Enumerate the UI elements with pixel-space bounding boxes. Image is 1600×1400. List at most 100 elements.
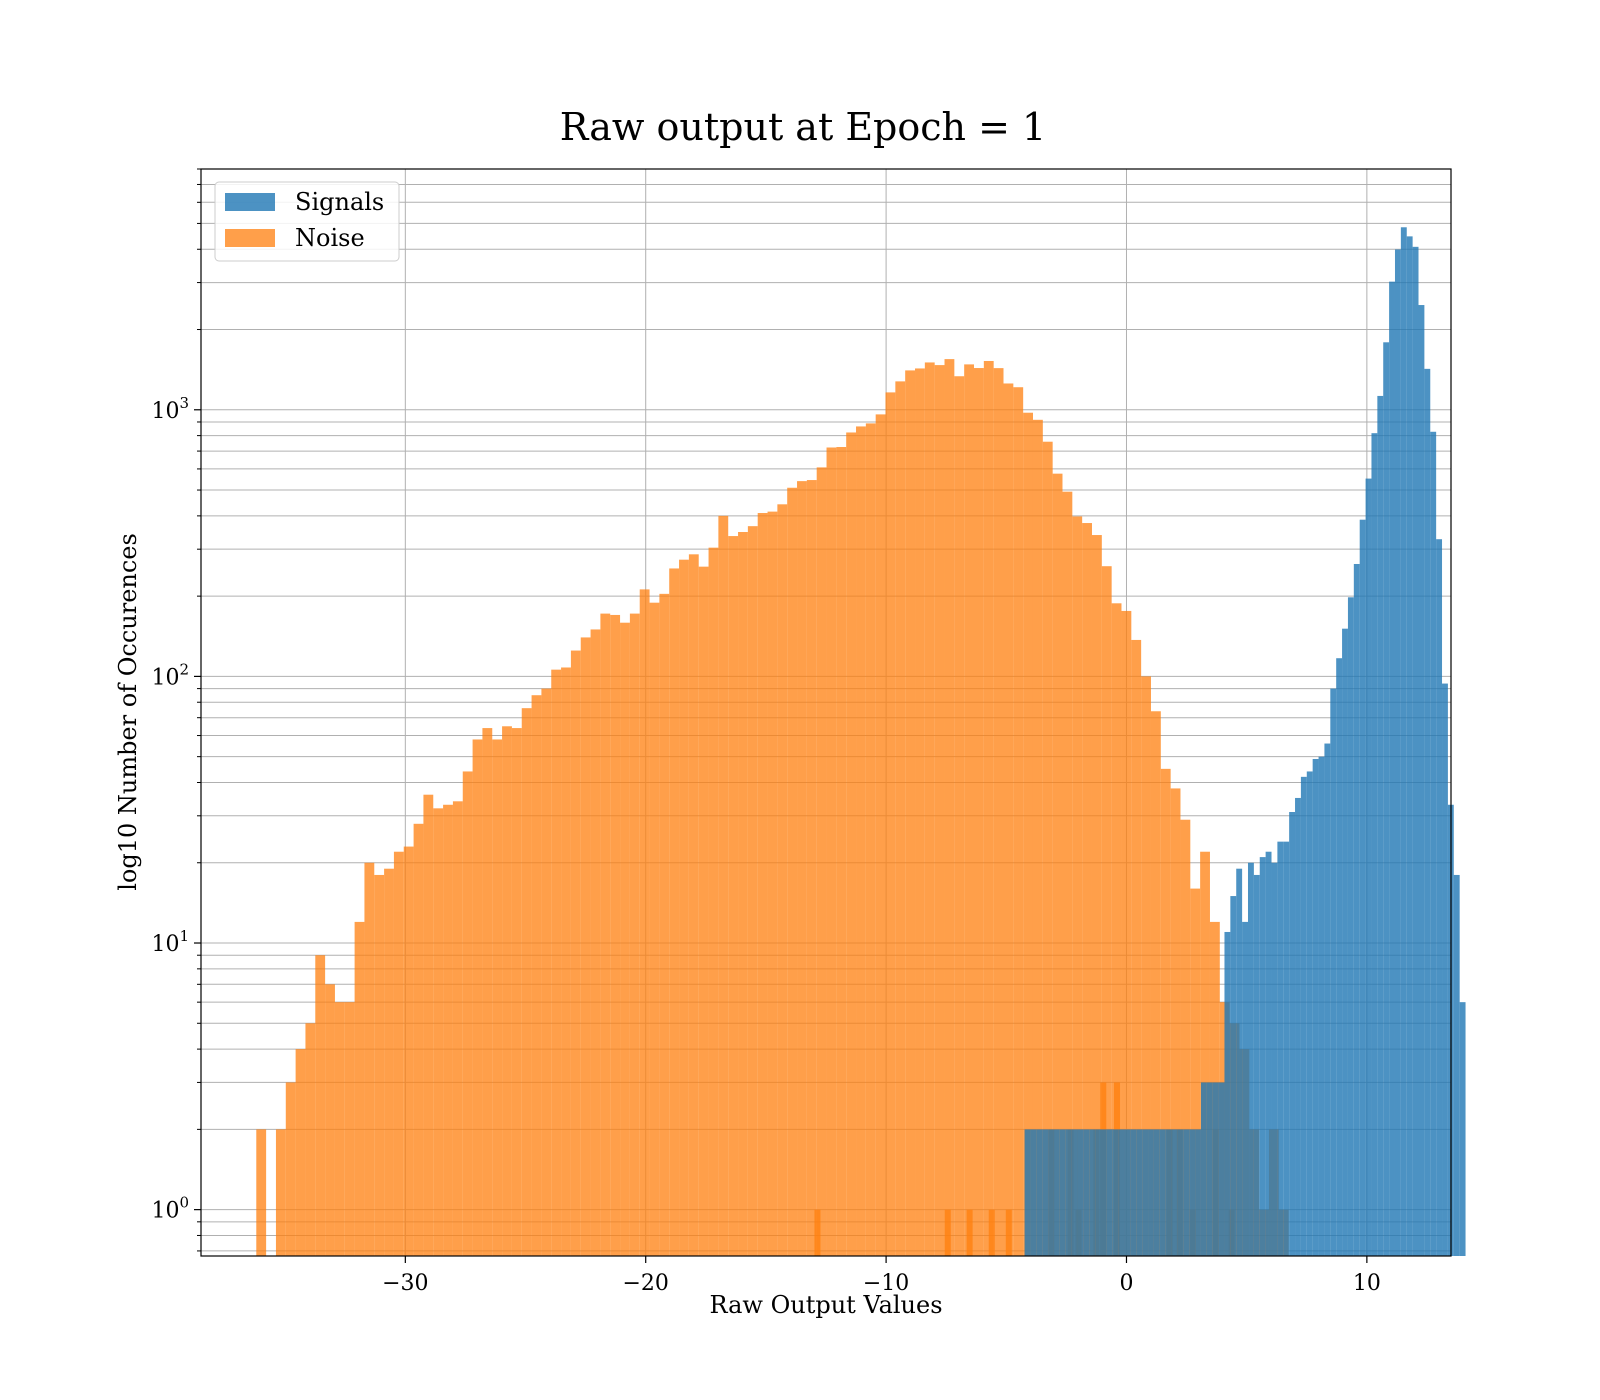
bar-signals (1389, 281, 1395, 1256)
bar-noise (502, 726, 512, 1256)
x-tick-label: −20 (622, 1271, 668, 1296)
bar-signals (1412, 246, 1419, 1257)
bar-signals (1424, 368, 1431, 1257)
x-axis-label: Raw Output Values (709, 1291, 942, 1319)
bar-noise (1190, 888, 1201, 1256)
bar-signals (1442, 683, 1448, 1256)
bar-signals (1318, 756, 1325, 1256)
y-tick-label: 101 (151, 927, 189, 957)
bar-signals (1059, 1129, 1066, 1256)
bar-noise (708, 547, 719, 1256)
bar-signals (1095, 1129, 1101, 1256)
bar-signals (1253, 874, 1260, 1256)
bar-noise (1170, 788, 1181, 1256)
bar-noise (393, 851, 404, 1256)
bar-noise (698, 566, 709, 1256)
bar-signals (1030, 1129, 1037, 1256)
bar-signals (1183, 1129, 1190, 1256)
bar-noise (1180, 819, 1191, 1256)
bar-noise (836, 447, 847, 1256)
bar-signals (1394, 249, 1401, 1256)
bar-signals (1359, 519, 1366, 1256)
bar-noise (590, 629, 601, 1256)
bar-noise (777, 504, 788, 1256)
bar-noise (767, 511, 778, 1256)
bar-noise (275, 1129, 286, 1256)
bar-signals (1242, 921, 1248, 1256)
bar-signals (1230, 896, 1237, 1256)
bar-noise (482, 728, 493, 1256)
x-tick-label: −10 (863, 1271, 909, 1296)
bar-signals (1083, 1129, 1090, 1256)
bar-noise (334, 1002, 345, 1256)
bar-noise (462, 771, 473, 1256)
bar-noise (1042, 441, 1053, 1256)
bar-noise (797, 481, 807, 1256)
bar-noise (1003, 383, 1014, 1256)
bar-signals (1265, 851, 1272, 1256)
bar-noise (846, 432, 857, 1257)
bar-noise (816, 467, 827, 1257)
bar-signals (1259, 857, 1266, 1256)
x-tick-label: −30 (382, 1271, 428, 1296)
bar-noise (1005, 1209, 1012, 1256)
bar-noise (1072, 516, 1083, 1256)
bar-signals (1024, 1129, 1031, 1256)
bar-signals (1136, 1129, 1143, 1256)
bar-signals (1365, 478, 1372, 1256)
bar-noise (1062, 491, 1073, 1256)
x-tick-label: 0 (1119, 1271, 1133, 1296)
bar-noise (1013, 387, 1024, 1256)
bar-signals (1036, 1129, 1043, 1256)
bar-noise (256, 1129, 267, 1256)
series-signals (1024, 227, 1466, 1257)
y-tick-label: 100 (151, 1194, 189, 1224)
bar-noise (1032, 419, 1043, 1256)
bar-signals (1430, 431, 1437, 1256)
axis-ticks: −30 −20 −10 0 10 100 101 102 103 (151, 168, 1381, 1296)
bar-noise (541, 688, 552, 1256)
bar-signals (1418, 305, 1425, 1256)
bar-noise (865, 423, 876, 1256)
bar-signals (1271, 862, 1278, 1256)
bar-noise (1101, 566, 1112, 1256)
bar-noise (924, 362, 935, 1257)
bar-noise (1052, 473, 1063, 1256)
bar-noise (472, 739, 483, 1256)
bar-signals (1400, 227, 1407, 1257)
bar-signals (1130, 1129, 1137, 1256)
bar-noise (964, 364, 975, 1257)
bar-signals (1306, 771, 1313, 1256)
legend: Signals Noise (214, 181, 400, 262)
bar-noise (915, 368, 925, 1256)
bar-noise (1091, 535, 1102, 1256)
bar-noise (895, 381, 906, 1256)
bar-noise (570, 650, 581, 1256)
bar-signals (1189, 1129, 1196, 1256)
bar-signals (1336, 658, 1343, 1256)
bar-noise (344, 1002, 355, 1256)
bar-noise (423, 794, 434, 1256)
bar-noise (1131, 639, 1142, 1256)
bar-signals (1171, 1129, 1178, 1256)
bar-noise (738, 532, 748, 1256)
legend-label-noise: Noise (295, 224, 365, 252)
bar-noise (856, 426, 866, 1256)
bar-signals (1142, 1129, 1149, 1256)
bar-noise (1160, 768, 1171, 1256)
histogram-bars (256, 227, 1466, 1257)
bar-noise (305, 1023, 316, 1256)
bar-noise (443, 804, 453, 1256)
bar-noise (492, 739, 503, 1256)
bar-noise (718, 515, 729, 1256)
bar-signals (1224, 931, 1231, 1256)
bar-noise (433, 808, 444, 1256)
bar-noise (325, 984, 335, 1256)
bar-signals (1406, 236, 1413, 1256)
bar-noise (295, 1049, 306, 1256)
bar-signals (1347, 597, 1354, 1256)
bar-signals (1324, 743, 1331, 1256)
bar-signals (1153, 1129, 1160, 1256)
bar-noise (905, 370, 916, 1256)
bar-noise (413, 823, 424, 1256)
